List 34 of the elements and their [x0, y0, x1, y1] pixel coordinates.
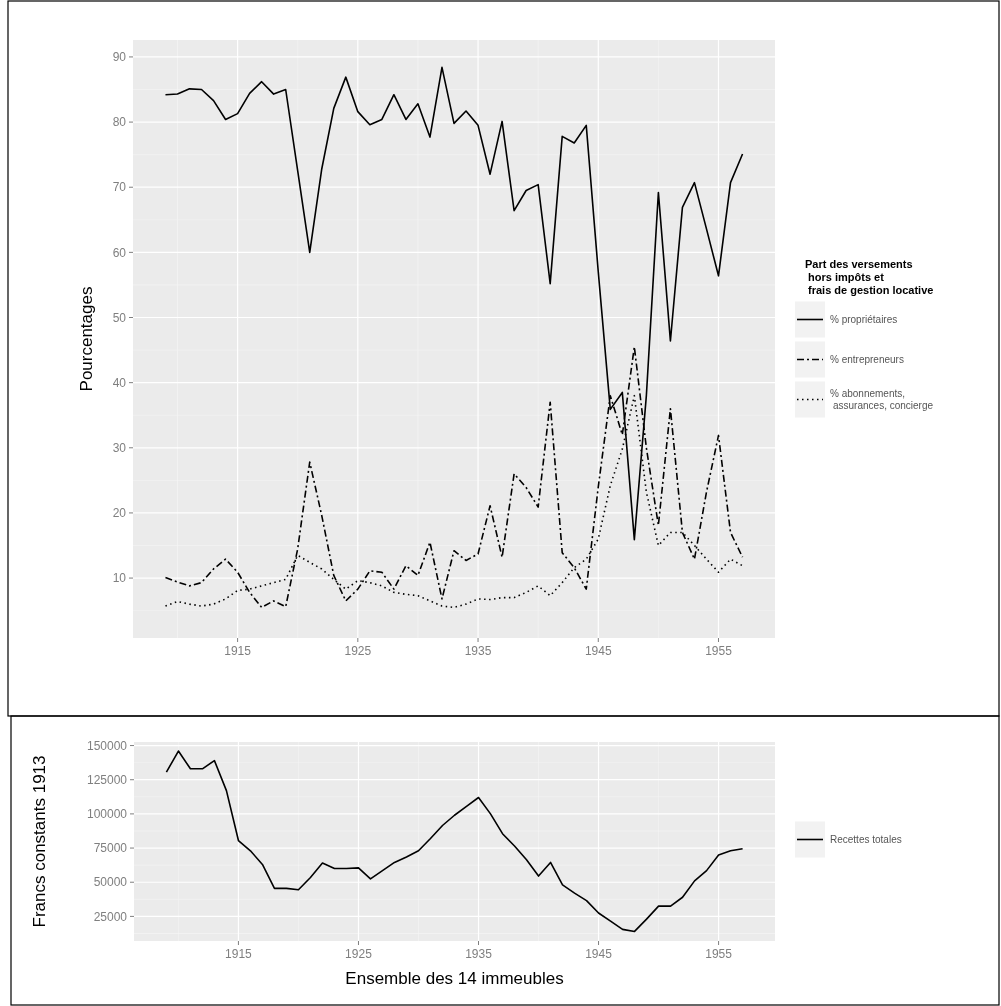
y-axis-title: Francs constants 1913: [30, 755, 49, 928]
y-tick-label: 100000: [86, 807, 128, 822]
y-tick-label: 50: [112, 310, 127, 325]
x-tick-label: 1935: [465, 947, 493, 961]
y-tick-label: 125000: [86, 772, 128, 787]
x-tick-label: 1925: [345, 947, 373, 961]
x-tick-label: 1915: [225, 947, 253, 961]
y-tick-label: 90: [112, 50, 127, 65]
legend-label: % abonnements, assurances, concierge: [830, 388, 934, 411]
x-tick-label: 1915: [224, 644, 252, 658]
x-tick-label: 1955: [705, 947, 733, 961]
y-tick-label: 20: [112, 506, 127, 521]
y-tick-label: 50000: [93, 875, 128, 890]
x-tick-label: 1945: [585, 947, 613, 961]
y-tick-label: 150000: [86, 738, 128, 753]
x-axis-title: Ensemble des 14 immeubles: [345, 969, 564, 988]
line-series: [165, 750, 744, 933]
y-tick-label: 70: [112, 180, 127, 195]
legend-title: Part des versements hors impôts et frais de gestion locative: [805, 257, 934, 296]
x-tick-label: 1935: [464, 644, 492, 658]
x-tick-label: 1955: [705, 644, 733, 658]
y-tick-label: 30: [112, 440, 127, 455]
legend-label: Recettes totales: [830, 834, 902, 845]
y-tick-label: 80: [112, 115, 127, 130]
y-axis-title: Pourcentages: [77, 286, 96, 392]
legend-label: % entrepreneurs: [830, 354, 904, 365]
y-tick-label: 10: [112, 571, 127, 586]
legend-label: % propriétaires: [830, 314, 898, 325]
y-tick-label: 75000: [93, 841, 128, 856]
y-tick-label: 60: [112, 245, 127, 260]
y-tick-label: 25000: [93, 909, 128, 924]
x-tick-label: 1925: [344, 644, 372, 658]
y-tick-label: 40: [112, 375, 127, 390]
x-tick-label: 1945: [584, 644, 612, 658]
